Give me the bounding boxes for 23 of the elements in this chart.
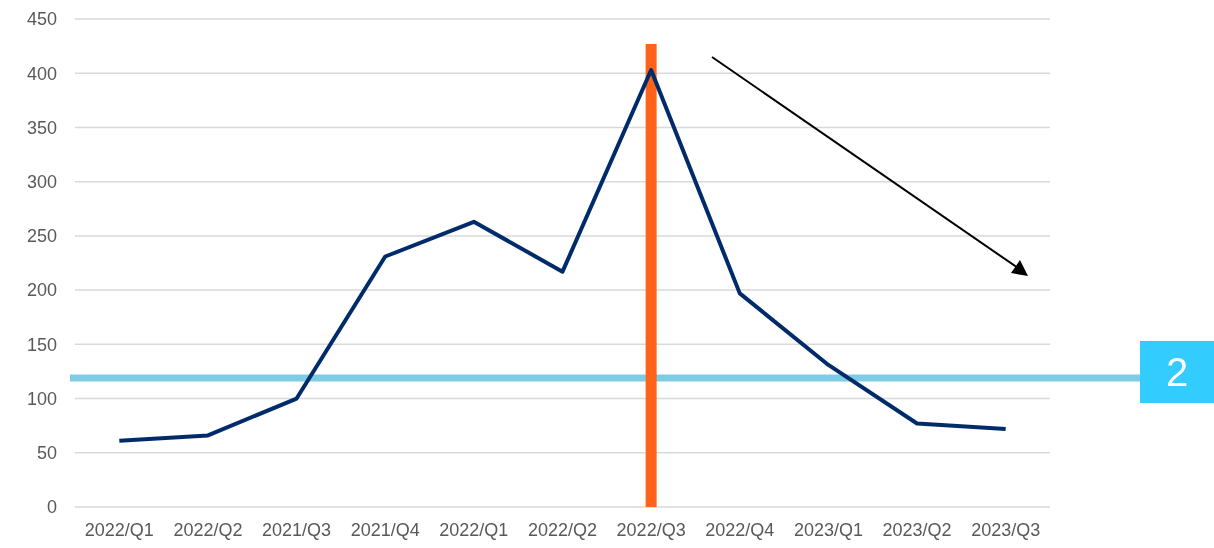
x-tick-label: 2022/Q1: [84, 520, 154, 540]
x-tick-label: 2023/Q1: [793, 520, 863, 540]
y-tick-label: 0: [46, 497, 57, 518]
x-tick-label: 2022/Q2: [527, 520, 598, 540]
x-tick-label: 2021/Q4: [350, 520, 420, 540]
y-tick-label: 200: [26, 280, 57, 301]
y-tick-label: 450: [26, 9, 57, 30]
y-tick-label: 350: [26, 117, 57, 138]
x-tick-label: 2022/Q1: [439, 520, 509, 540]
y-tick-label: 100: [26, 388, 57, 409]
line-series: [117, 67, 1008, 443]
x-tick-label: 2023/Q3: [971, 520, 1041, 540]
x-tick-label: 2023/Q2: [882, 520, 952, 540]
x-tick-label: 2022/Q4: [705, 520, 775, 540]
y-tick-label: 400: [26, 63, 57, 84]
x-tick-label: 2021/Q3: [262, 520, 332, 540]
text: 2: [1165, 349, 1189, 394]
y-tick-label: 150: [26, 334, 57, 355]
y-tick-label: 50: [36, 443, 57, 464]
x-tick-label: 2022/Q2: [173, 520, 243, 540]
y-tick-label: 250: [26, 226, 57, 247]
y-tick-label: 300: [26, 171, 57, 192]
x-tick-label: 2022/Q3: [616, 520, 686, 540]
